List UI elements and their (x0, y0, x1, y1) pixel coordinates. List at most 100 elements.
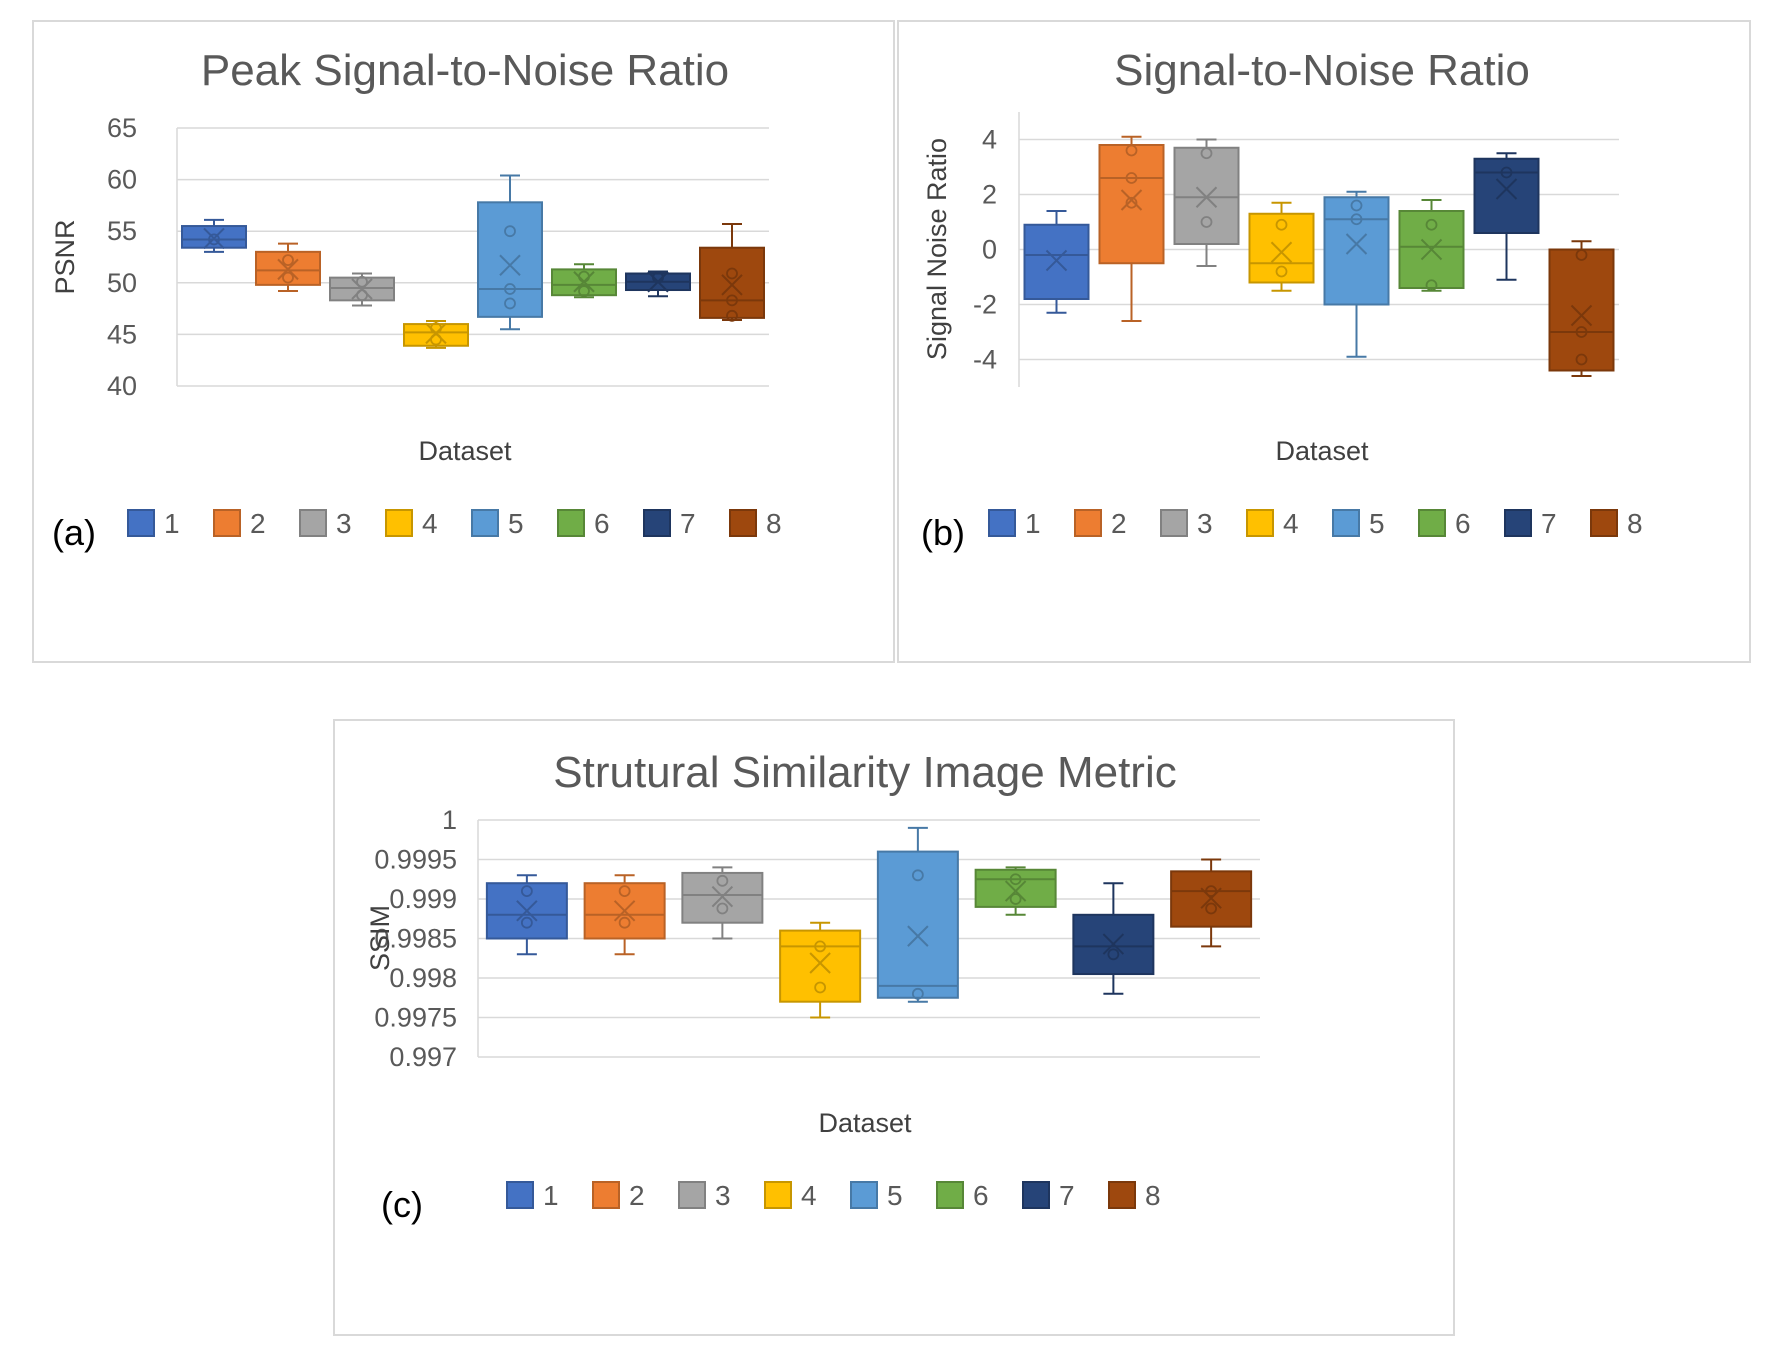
inner-point (618, 916, 631, 929)
box-iqr (181, 225, 247, 249)
legend-label-4: 4 (801, 1180, 817, 1211)
legend-label-2: 2 (250, 508, 266, 539)
legend-label-7: 7 (1059, 1180, 1075, 1211)
legend-swatch-2 (213, 509, 241, 537)
inner-point (1125, 196, 1138, 209)
legend-swatch-1 (127, 509, 155, 537)
inner-point (1009, 893, 1022, 905)
panel-b: Signal-to-Noise Ratio -4 -2 0 2 4 Signal Noise… (897, 20, 1751, 663)
chart-ssim-content: Strutural Similarity Image Metric 0.997 0.… (365, 748, 1260, 1225)
inner-point (1575, 249, 1588, 261)
legend-swatch-2 (1074, 509, 1102, 537)
inner-point (282, 254, 294, 266)
legend-label-3: 3 (715, 1180, 731, 1211)
y-tick-label: 50 (107, 268, 137, 298)
legend-label-6: 6 (973, 1180, 989, 1211)
mean-marker (1270, 241, 1293, 263)
y-tick-label: 45 (107, 319, 137, 349)
box-series-5 (1323, 190, 1390, 358)
box-series-4 (779, 921, 862, 1019)
inner-point (504, 283, 516, 295)
y-axis-title: PSNR (50, 219, 80, 294)
y-tick-label: 0.9975 (374, 1003, 457, 1033)
legend-label-1: 1 (1025, 508, 1041, 539)
box-series-8 (1548, 240, 1615, 377)
legend-swatch-3 (678, 1181, 706, 1209)
legend-swatch-7 (1504, 509, 1532, 537)
y-axis-title: SSIM (365, 905, 395, 971)
x-axis-title: Dataset (818, 1108, 912, 1138)
mean-marker (1200, 887, 1222, 909)
box-series-8 (1170, 858, 1253, 948)
box-series-1 (1023, 210, 1090, 314)
inner-point (1009, 873, 1022, 886)
mean-marker (1495, 178, 1518, 200)
box-series-1 (485, 874, 568, 956)
legend-label-6: 6 (594, 508, 610, 539)
y-tick-label: -2 (973, 290, 997, 320)
y-tick-label: 1 (442, 805, 457, 835)
chart-title: Strutural Similarity Image Metric (553, 748, 1176, 797)
box-iqr (1323, 196, 1390, 306)
legend-swatch-6 (557, 509, 585, 537)
box-iqr (477, 201, 543, 318)
inner-point (282, 271, 294, 284)
legend-label-2: 2 (1111, 508, 1127, 539)
box-series-7 (1072, 882, 1155, 995)
legend-swatch-1 (988, 509, 1016, 537)
legend-swatch-4 (385, 509, 413, 537)
mean-marker (647, 271, 669, 293)
legend-label-5: 5 (887, 1180, 903, 1211)
inner-point (504, 225, 516, 238)
box-iqr (779, 929, 862, 1003)
legend-swatch-2 (592, 1181, 620, 1209)
box-series-6 (551, 263, 617, 299)
inner-point (1575, 353, 1588, 366)
box-series-3 (329, 272, 395, 307)
y-tick-label: 0.9995 (374, 845, 457, 875)
inner-point (1125, 144, 1138, 157)
legend-swatch-6 (1418, 509, 1446, 537)
inner-point (716, 902, 729, 915)
inner-point (1200, 216, 1213, 228)
box-iqr (1473, 157, 1540, 234)
mean-marker (907, 925, 929, 947)
legend-swatch-3 (1160, 509, 1188, 537)
mean-marker (351, 278, 373, 300)
inner-point (1575, 326, 1588, 338)
y-tick-label: 40 (107, 371, 137, 401)
x-axis-title: Dataset (1275, 436, 1369, 466)
panel-a: Peak Signal-to-Noise Ratio 40 45 50 55 60 65 PS… (32, 20, 895, 663)
mean-marker (809, 952, 831, 974)
legend-swatch-7 (1022, 1181, 1050, 1209)
inner-point (726, 267, 738, 280)
mean-marker (1120, 189, 1143, 211)
mean-marker (1045, 249, 1068, 272)
y-tick-label: 0.9985 (374, 924, 457, 954)
legend-label-3: 3 (336, 508, 352, 539)
y-tick-label: 65 (107, 113, 137, 143)
box-series-7 (1473, 152, 1540, 281)
mean-marker (1004, 880, 1027, 902)
legend-label-1: 1 (164, 508, 180, 539)
box-iqr (1248, 212, 1315, 284)
inner-point (1107, 948, 1120, 961)
inner-point (520, 885, 533, 897)
legend-swatch-6 (936, 1181, 964, 1209)
legend-label-8: 8 (1145, 1180, 1161, 1211)
y-axis-title: Signal Noise Ratio (922, 138, 952, 360)
inner-point (504, 297, 516, 310)
inner-point (814, 981, 827, 994)
mean-marker (499, 254, 521, 276)
box-iqr (1023, 223, 1090, 300)
inner-point (1205, 885, 1218, 897)
y-tick-label: 2 (982, 180, 997, 210)
y-tick-label: 0.997 (389, 1042, 457, 1072)
legend-label-2: 2 (629, 1180, 645, 1211)
box-series-2 (1098, 135, 1165, 322)
mean-marker (721, 274, 743, 296)
mean-marker (1102, 933, 1125, 955)
mean-marker (203, 227, 225, 250)
legend-swatch-8 (729, 509, 757, 537)
inner-point (716, 874, 729, 887)
